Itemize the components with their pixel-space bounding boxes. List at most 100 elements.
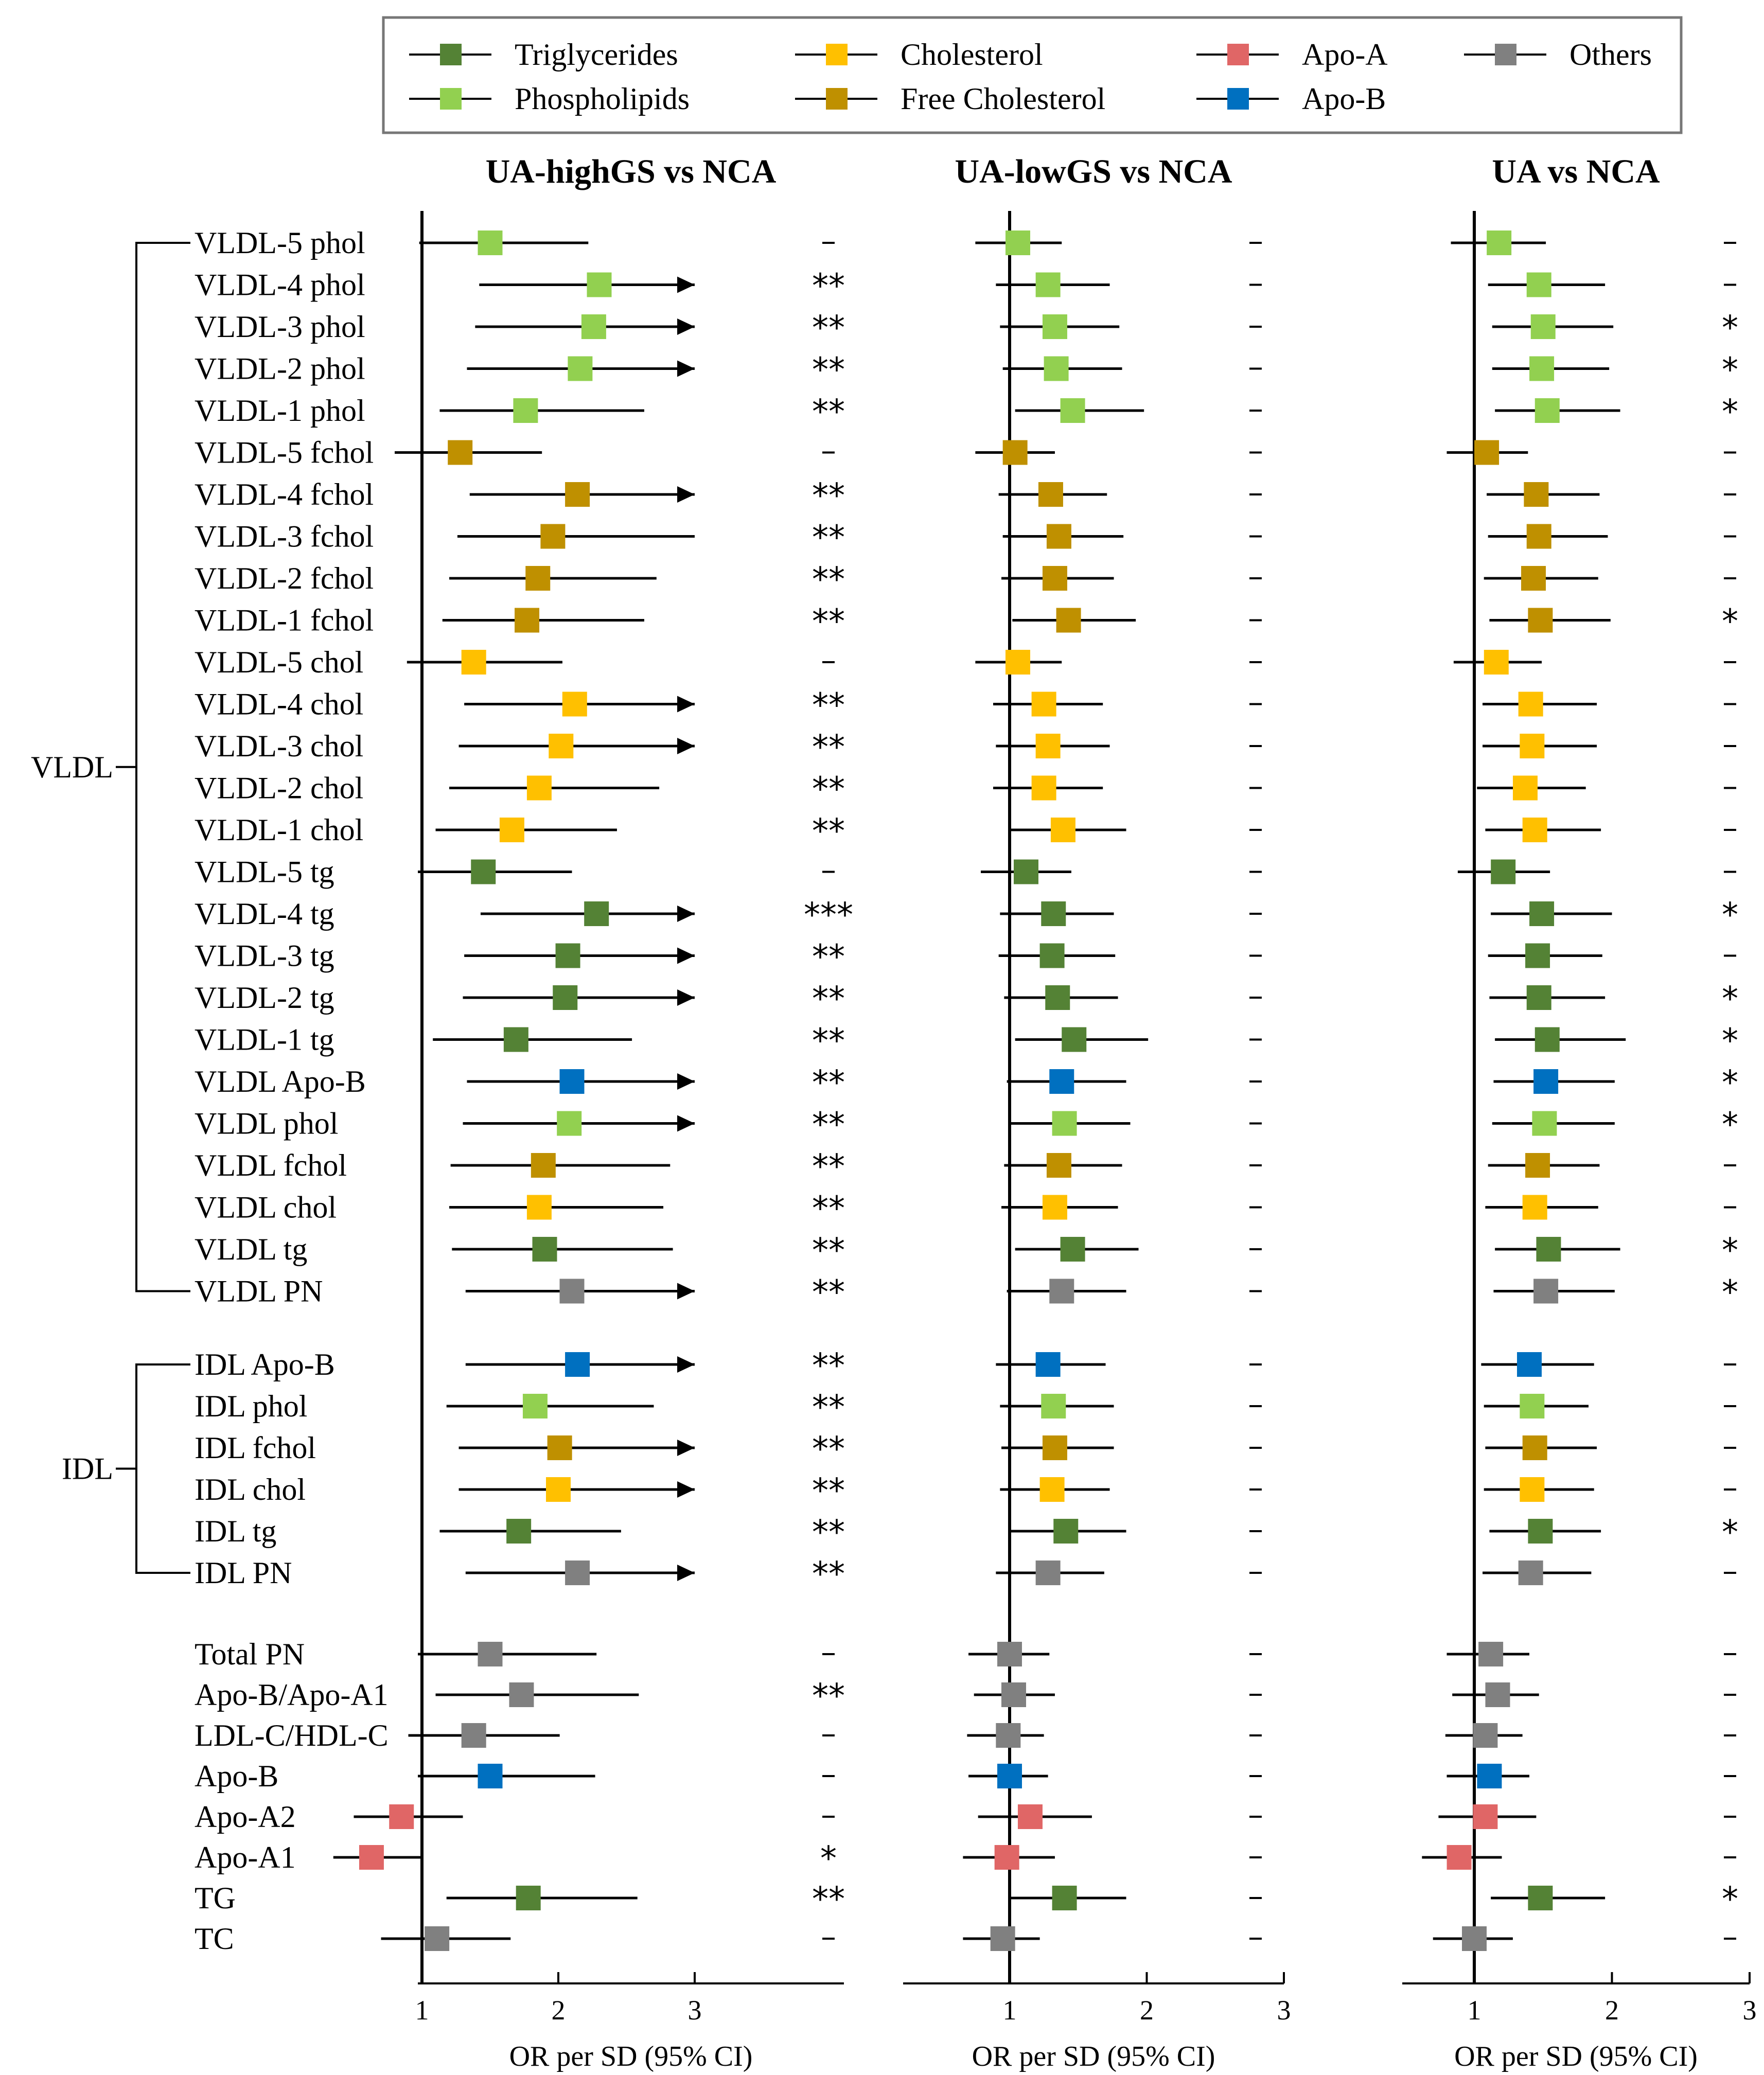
or-marker xyxy=(584,901,609,926)
forest-row: - xyxy=(993,775,1262,801)
forest-row: * xyxy=(1489,980,1738,1018)
or-marker xyxy=(559,1069,585,1094)
or-marker xyxy=(526,775,552,801)
significance-label: ** xyxy=(812,268,845,306)
or-marker xyxy=(1039,943,1065,968)
forest-row: ** xyxy=(465,1274,845,1312)
forest-row: ** xyxy=(465,1555,845,1593)
or-marker xyxy=(1049,1069,1074,1094)
or-marker xyxy=(1473,1804,1498,1829)
or-marker xyxy=(565,1560,590,1585)
significance-label: * xyxy=(1722,603,1738,641)
or-marker xyxy=(565,1352,590,1377)
or-marker xyxy=(525,566,551,591)
forest-row: - xyxy=(1487,482,1736,507)
significance-label: *** xyxy=(804,896,853,934)
or-marker xyxy=(547,1435,572,1460)
significance-label: ** xyxy=(812,393,845,431)
or-marker xyxy=(994,1845,1019,1870)
significance-label: - xyxy=(822,635,834,673)
group-label: IDL xyxy=(62,1452,113,1486)
or-marker xyxy=(1046,1153,1071,1178)
ci-arrow xyxy=(677,1565,695,1581)
or-marker xyxy=(1518,691,1543,717)
forest-row: - xyxy=(1015,1027,1262,1052)
panel-title: UA-lowGS vs NCA xyxy=(955,153,1232,190)
or-marker xyxy=(1001,1682,1026,1707)
row-label: Apo-B xyxy=(195,1759,278,1793)
significance-label: ** xyxy=(812,1389,845,1427)
row-label: IDL phol xyxy=(195,1389,307,1423)
significance-label: - xyxy=(1249,1462,1261,1500)
x-axis-title: OR per SD (95% CI) xyxy=(509,2041,753,2072)
significance-label: - xyxy=(1249,1546,1261,1584)
forest-row: - xyxy=(998,943,1262,968)
ci-arrow xyxy=(677,738,695,754)
forest-row: - xyxy=(1004,1153,1262,1178)
forest-row: ** xyxy=(463,980,845,1018)
significance-label: - xyxy=(1724,1830,1736,1868)
ci-arrow xyxy=(677,360,695,377)
legend-label: Free Cholesterol xyxy=(901,82,1105,116)
significance-label: - xyxy=(1249,593,1261,631)
row-label: Apo-A2 xyxy=(195,1800,296,1834)
forest-row: - xyxy=(419,230,835,255)
forest-row: - xyxy=(978,1804,1262,1829)
significance-label: - xyxy=(1249,1911,1261,1949)
or-marker xyxy=(540,524,566,549)
forest-row: ** xyxy=(450,1148,845,1186)
significance-label: - xyxy=(1724,845,1736,883)
or-marker xyxy=(1473,1723,1498,1748)
or-marker xyxy=(461,650,486,675)
forest-row: - xyxy=(1001,1435,1262,1460)
or-marker xyxy=(1056,608,1081,633)
panel-title: UA vs NCA xyxy=(1492,153,1660,190)
significance-label: - xyxy=(1724,258,1736,296)
forest-row: ** xyxy=(435,1677,845,1715)
legend-box xyxy=(382,16,1683,134)
row-label: VLDL-5 fchol xyxy=(195,436,374,470)
forest-row: - xyxy=(1433,1926,1736,1951)
forest-row: - xyxy=(1002,524,1262,549)
or-marker xyxy=(1044,356,1069,381)
forest-row: - xyxy=(418,1764,835,1788)
row-label: VLDL-4 fchol xyxy=(195,477,374,511)
significance-label: ** xyxy=(812,1677,845,1715)
or-marker xyxy=(1045,985,1070,1010)
forest-row: *** xyxy=(480,896,853,934)
forest-row: - xyxy=(407,635,835,675)
or-marker xyxy=(1005,650,1030,675)
row-label: VLDL PN xyxy=(195,1274,323,1308)
forest-row: - xyxy=(1008,803,1262,842)
or-marker xyxy=(1035,1560,1061,1585)
or-marker xyxy=(1491,859,1516,884)
legend-label: Triglycerides xyxy=(515,38,678,72)
significance-label: - xyxy=(1249,1708,1261,1746)
row-label: VLDL-1 chol xyxy=(195,813,363,847)
significance-label: ** xyxy=(812,1555,845,1593)
significance-label: ** xyxy=(812,812,845,850)
or-marker xyxy=(1462,1926,1487,1951)
forest-row: - xyxy=(1010,1519,1262,1544)
forest-row: - xyxy=(996,734,1262,758)
significance-label: - xyxy=(1724,803,1736,841)
forest-row: - xyxy=(1452,1682,1736,1707)
legend: Triglycerides Phospholipids Cholesterol Fre… xyxy=(382,16,1683,134)
forest-row: - xyxy=(1453,650,1736,675)
or-marker xyxy=(1447,1845,1472,1870)
or-marker xyxy=(1530,314,1556,339)
significance-label: - xyxy=(1249,1379,1261,1417)
significance-label: - xyxy=(822,1789,834,1828)
forest-row: ** xyxy=(465,1347,845,1385)
or-marker xyxy=(1518,1560,1543,1585)
significance-label: * xyxy=(1722,1022,1738,1060)
x-tick-label: 2 xyxy=(1140,1995,1154,2026)
row-label: VLDL tg xyxy=(195,1232,307,1266)
row-label: VLDL-2 tg xyxy=(195,981,334,1015)
or-marker xyxy=(568,356,593,381)
or-marker xyxy=(1522,818,1547,842)
significance-label: - xyxy=(1249,803,1261,841)
forest-row: * xyxy=(1491,1881,1738,1919)
